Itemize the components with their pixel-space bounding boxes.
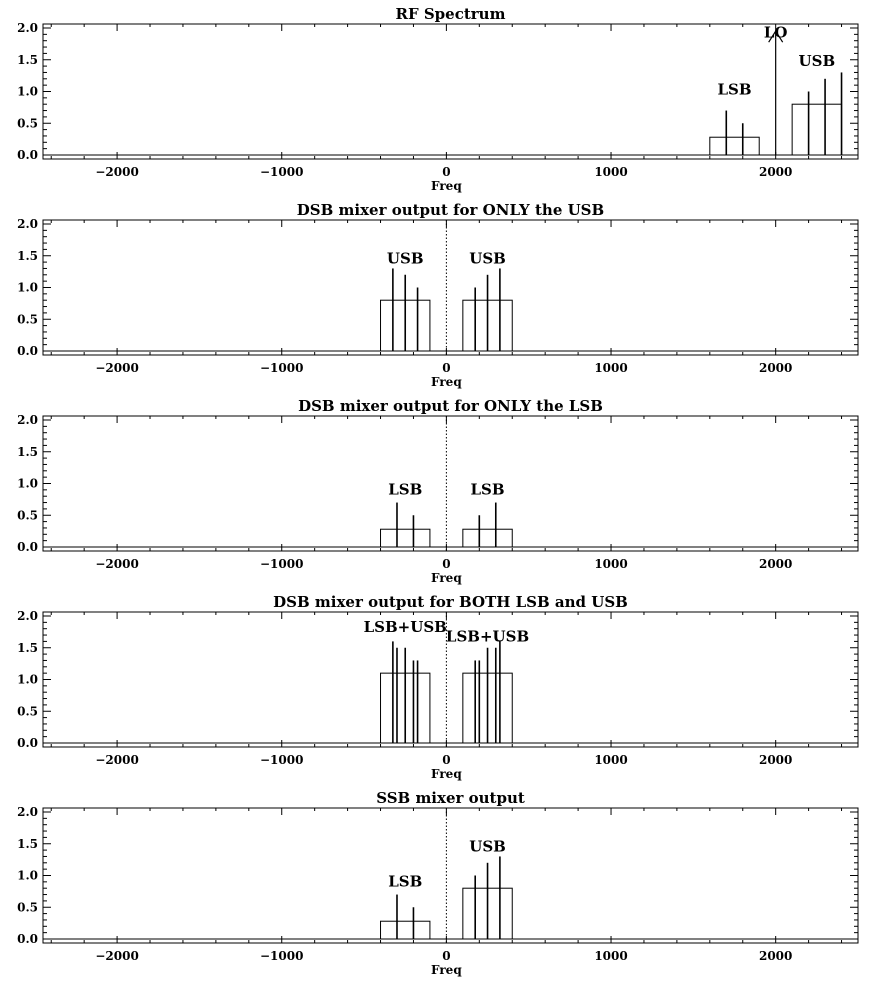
- x-tick-label: −2000: [95, 165, 138, 179]
- x-tick-label: 2000: [759, 165, 792, 179]
- panel-title: DSB mixer output for ONLY the LSB: [298, 397, 603, 415]
- y-tick-label: 1.0: [17, 477, 38, 491]
- x-axis-label: Freq: [431, 767, 462, 781]
- y-tick-label: 0.0: [17, 540, 38, 554]
- y-tick-label: 1.0: [17, 281, 38, 295]
- x-tick-label: 2000: [759, 753, 792, 767]
- x-tick-label: −1000: [260, 949, 303, 963]
- spectrum-panel: SSB mixer output −2000 −1000 0 1000 2000 0.0 0.…: [17, 789, 859, 977]
- spectrum-panel: DSB mixer output for ONLY the USB −2000 −1…: [17, 201, 859, 389]
- sideband-label: LSB: [717, 81, 751, 99]
- sideband-label: LSB+USB: [364, 618, 447, 636]
- spectrum-panel: DSB mixer output for BOTH LSB and USB −20…: [17, 593, 859, 781]
- x-tick-label: 0: [442, 165, 450, 179]
- y-tick-label: 1.0: [17, 85, 38, 99]
- x-tick-label: −1000: [260, 361, 303, 375]
- spectrum-panel: DSB mixer output for ONLY the LSB −2000 −1…: [17, 397, 859, 585]
- y-tick-label: 0.5: [17, 312, 38, 326]
- sideband-label: LSB: [388, 872, 422, 890]
- panel-title: DSB mixer output for BOTH LSB and USB: [273, 593, 628, 611]
- x-tick-label: 1000: [594, 165, 627, 179]
- lo-arrow-head: [768, 30, 784, 43]
- y-tick-label: 0.5: [17, 508, 38, 522]
- y-tick-label: 0.0: [17, 148, 38, 162]
- plot-frame: [42, 807, 859, 944]
- y-tick-label: 2.0: [17, 413, 38, 427]
- x-tick-label: −1000: [260, 165, 303, 179]
- y-tick-label: 0.5: [17, 116, 38, 130]
- x-tick-label: 2000: [759, 557, 792, 571]
- y-tick-label: 2.0: [17, 21, 38, 35]
- plot-frame: [42, 219, 859, 356]
- y-tick-label: 0.5: [17, 704, 38, 718]
- x-tick-label: 1000: [594, 753, 627, 767]
- x-tick-label: −1000: [260, 557, 303, 571]
- y-tick-label: 1.5: [17, 445, 38, 459]
- panel-title: DSB mixer output for ONLY the USB: [297, 201, 604, 219]
- sideband-label: USB: [469, 837, 506, 855]
- panel-title: SSB mixer output: [376, 789, 525, 807]
- x-tick-label: −1000: [260, 753, 303, 767]
- sideband-box: [709, 136, 760, 156]
- y-tick-label: 1.5: [17, 641, 38, 655]
- sideband-box: [462, 528, 513, 548]
- x-tick-label: 2000: [759, 361, 792, 375]
- x-tick-label: 0: [442, 949, 450, 963]
- x-tick-label: 1000: [594, 949, 627, 963]
- y-tick-label: 1.0: [17, 869, 38, 883]
- plot-frame: [42, 415, 859, 552]
- x-axis-label: Freq: [431, 375, 462, 389]
- sideband-box: [380, 528, 431, 548]
- x-axis-label: Freq: [431, 179, 462, 193]
- y-tick-label: 0.5: [17, 900, 38, 914]
- y-tick-label: 0.0: [17, 932, 38, 946]
- sideband-box: [791, 103, 843, 156]
- x-tick-label: 0: [442, 753, 450, 767]
- x-tick-label: −2000: [95, 361, 138, 375]
- y-tick-label: 1.0: [17, 673, 38, 687]
- y-tick-label: 1.5: [17, 249, 38, 263]
- x-tick-label: 0: [442, 361, 450, 375]
- x-tick-label: 0: [442, 557, 450, 571]
- sideband-label: USB: [469, 249, 506, 267]
- x-tick-label: −2000: [95, 557, 138, 571]
- x-tick-label: −2000: [95, 753, 138, 767]
- y-tick-label: 1.5: [17, 53, 38, 67]
- x-axis-label: Freq: [431, 963, 462, 977]
- x-axis-label: Freq: [431, 571, 462, 585]
- spectrum-panel: RF Spectrum −2000 −1000 0 1000 2000 0.0 0.5 1.0 1…: [17, 5, 859, 193]
- sideband-label: USB: [387, 249, 424, 267]
- x-tick-label: 1000: [594, 557, 627, 571]
- y-tick-label: 0.0: [17, 736, 38, 750]
- y-tick-label: 0.0: [17, 344, 38, 358]
- y-tick-label: 1.5: [17, 837, 38, 851]
- y-tick-label: 2.0: [17, 217, 38, 231]
- sideband-label: LSB: [471, 480, 505, 498]
- sideband-label: USB: [799, 52, 836, 70]
- x-tick-label: 2000: [759, 949, 792, 963]
- x-tick-label: 1000: [594, 361, 627, 375]
- x-tick-label: −2000: [95, 949, 138, 963]
- panel-title: RF Spectrum: [396, 5, 506, 23]
- sideband-box: [380, 920, 431, 940]
- sideband-label: LO: [764, 24, 788, 42]
- sideband-label: LSB+USB: [446, 627, 529, 645]
- sideband-label: LSB: [388, 480, 422, 498]
- y-tick-label: 2.0: [17, 805, 38, 819]
- y-tick-label: 2.0: [17, 609, 38, 623]
